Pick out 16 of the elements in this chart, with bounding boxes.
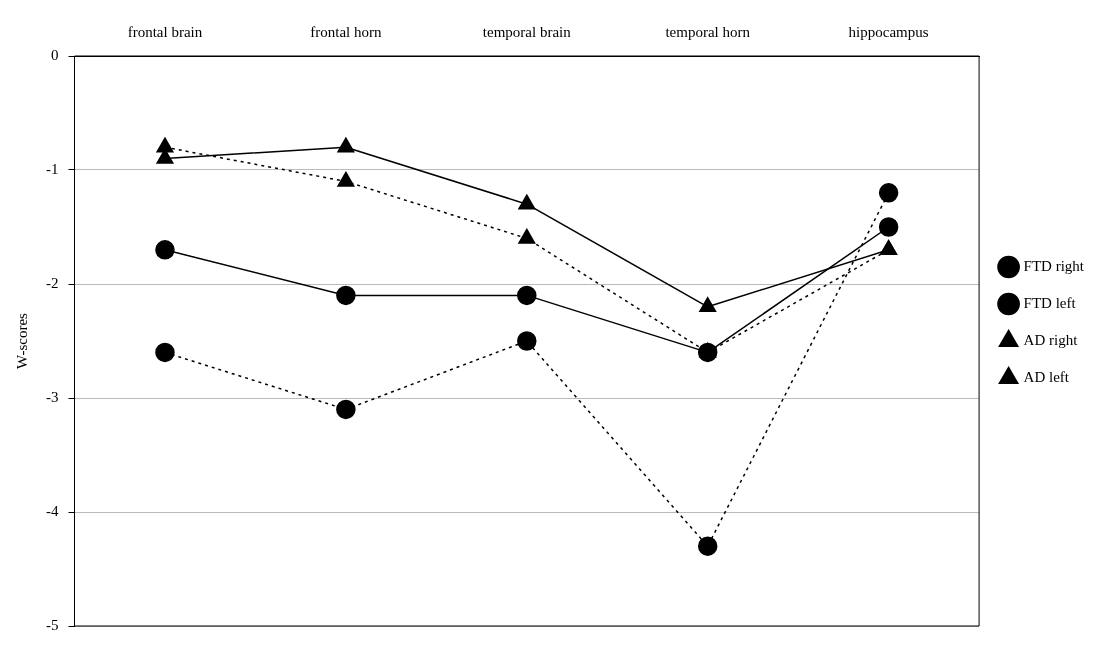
y-tick-label: -5 [46, 616, 59, 633]
y-tick-label: -4 [46, 502, 59, 519]
legend-label: AD left [1023, 368, 1070, 385]
legend-label: AD right [1023, 331, 1079, 348]
x-tick-label: frontal horn [310, 23, 382, 40]
y-axis-title: W-scores [13, 312, 30, 369]
y-tick-label: 0 [51, 46, 59, 63]
x-tick-label: hippocampus [848, 23, 929, 40]
y-tick-label: -1 [46, 160, 59, 177]
legend-label: FTD left [1023, 294, 1077, 311]
x-tick-label: temporal brain [482, 23, 572, 40]
x-tick-label: temporal horn [665, 23, 751, 40]
legend-label: FTD right [1023, 257, 1085, 274]
y-tick-label: -2 [46, 274, 59, 291]
y-tick-label: -3 [46, 388, 59, 405]
x-tick-label: frontal brain [127, 23, 203, 40]
